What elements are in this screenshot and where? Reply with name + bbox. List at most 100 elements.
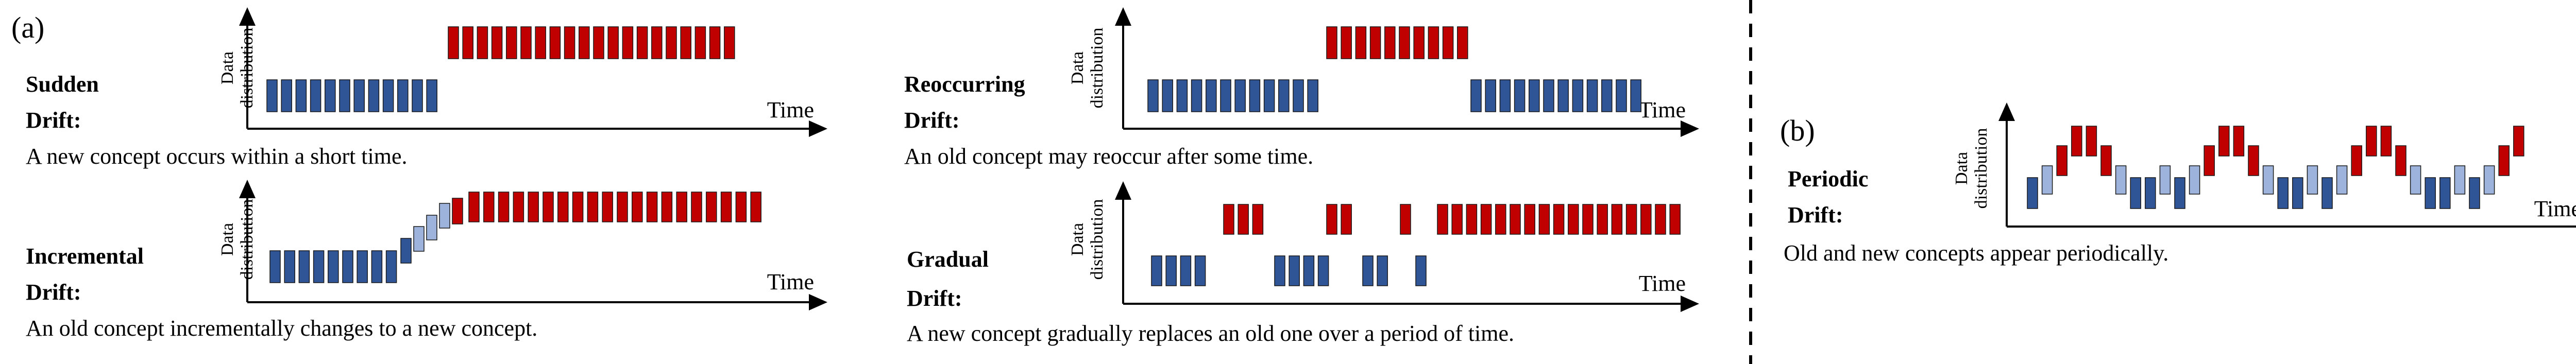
new-concept-bar [462, 26, 473, 59]
new-concept-bar [694, 26, 706, 59]
old-concept-bar [295, 79, 307, 112]
new-concept-bar [676, 192, 687, 222]
new-concept-bar [1341, 26, 1352, 59]
old-concept-bar [2321, 177, 2333, 209]
old-concept-bar [357, 250, 368, 283]
old-concept-bar [2439, 177, 2451, 209]
new-concept-bar [1355, 26, 1367, 59]
new-concept-bar [491, 26, 503, 59]
new-concept-bar [1524, 204, 1535, 235]
periodic-drift-diagram: Periodic Drift: Old and new concepts app… [1784, 102, 2576, 266]
new-concept-bar [1466, 204, 1478, 235]
old-concept-bar [1630, 79, 1641, 112]
new-concept-bar [543, 192, 554, 222]
sudden-drift-diagram: Sudden Drift: A new concept occurs withi… [26, 7, 827, 169]
incremental-ylabel-data: Data [218, 223, 237, 256]
new-concept-bar [1553, 204, 1565, 235]
periodic-ylabel-data: Data [1952, 152, 1971, 185]
old-concept-bar [412, 79, 423, 112]
old-concept-bar [382, 79, 394, 112]
periodic-drift-name: Periodic [1788, 166, 1868, 192]
new-concept-bar [1495, 204, 1506, 235]
old-concept-bar [1289, 255, 1300, 286]
new-concept-bar [1326, 26, 1337, 59]
panel-a-label: (a) [11, 11, 44, 44]
old-concept-bar [1303, 255, 1315, 286]
reoccurring-ylabel-distribution: distribution [1088, 28, 1107, 109]
new-concept-bar [680, 26, 691, 59]
new-concept-bar [1640, 204, 1652, 235]
old-concept-bar [1470, 79, 1482, 112]
transition-bar [2115, 165, 2127, 195]
sudden-drift-name: Sudden [26, 72, 99, 97]
new-concept-bar [1568, 204, 1579, 235]
transition-bar [2483, 165, 2495, 195]
reoccurring-drift-description: An old concept may reoccur after some ti… [904, 144, 1313, 169]
new-concept-bar [1400, 204, 1411, 235]
gradual-ylabel-distribution: distribution [1088, 199, 1107, 280]
new-concept-bar [1442, 26, 1454, 59]
old-concept-bar [2145, 177, 2156, 209]
new-concept-bar [1597, 204, 1608, 235]
new-concept-bar [709, 26, 721, 59]
sudden-xlabel: Time [767, 97, 814, 123]
new-concept-bar [1341, 204, 1352, 235]
new-concept-bar [520, 26, 532, 59]
gradual-drift-description: A new concept gradually replaces an old … [907, 321, 1514, 346]
old-concept-bar [1263, 79, 1275, 112]
transition-bar [2262, 165, 2274, 195]
old-concept-bar [1317, 255, 1329, 286]
new-concept-bar [557, 192, 569, 222]
old-concept-bar [342, 250, 353, 283]
old-concept-bar [1514, 79, 1526, 112]
incremental-drift-description: An old concept incrementally changes to … [26, 316, 537, 341]
old-concept-bar [1206, 79, 1217, 112]
old-concept-bar [1543, 79, 1554, 112]
new-concept-bar [636, 26, 648, 59]
old-concept-bar [1191, 79, 1202, 112]
old-concept-bar [1234, 79, 1246, 112]
new-concept-bar [2100, 145, 2112, 176]
new-concept-bar [607, 26, 619, 59]
old-concept-bar [371, 250, 383, 283]
transition-bar [2336, 165, 2348, 195]
new-concept-bar [1326, 204, 1337, 235]
reoccurring-xlabel: Time [1639, 97, 1686, 123]
old-concept-bar [284, 250, 295, 283]
new-concept-bar [593, 26, 604, 59]
old-concept-bar [1557, 79, 1569, 112]
old-concept-bar [266, 79, 278, 112]
old-concept-bar [298, 250, 310, 283]
new-concept-bar [448, 26, 459, 59]
new-concept-bar [622, 26, 634, 59]
new-concept-bar [506, 26, 517, 59]
old-concept-bar [2277, 177, 2289, 209]
new-concept-bar [2071, 126, 2082, 157]
periodic-drift-description: Old and new concepts appear periodically… [1784, 240, 2168, 266]
old-concept-bar [328, 250, 339, 283]
new-concept-bar [2351, 145, 2362, 176]
incremental-drift-suffix: Drift: [26, 280, 81, 305]
new-concept-bar [1238, 204, 1249, 235]
reoccurring-ylabel-data: Data [1068, 51, 1087, 84]
gradual-drift-diagram: Gradual Drift: A new concept gradually r… [907, 181, 1699, 346]
transition-bar [413, 226, 425, 252]
new-concept-bar [1510, 204, 1521, 235]
reoccurring-bars [1147, 26, 1641, 112]
transition-bar [2189, 165, 2200, 195]
periodic-bars [2027, 126, 2524, 209]
old-concept-bar [385, 250, 397, 283]
new-concept-bar [1582, 204, 1594, 235]
new-concept-bar [2366, 126, 2377, 157]
new-concept-bar [1611, 204, 1623, 235]
incremental-bars [269, 192, 761, 283]
new-concept-bar [1399, 26, 1410, 59]
new-concept-bar [587, 192, 599, 222]
old-concept-bar [1274, 255, 1285, 286]
old-concept-bar [1362, 255, 1374, 286]
new-concept-bar [2086, 126, 2097, 157]
new-concept-bar [513, 192, 524, 222]
new-concept-bar [452, 198, 463, 224]
old-concept-bar [1586, 79, 1598, 112]
new-concept-bar [661, 192, 673, 222]
